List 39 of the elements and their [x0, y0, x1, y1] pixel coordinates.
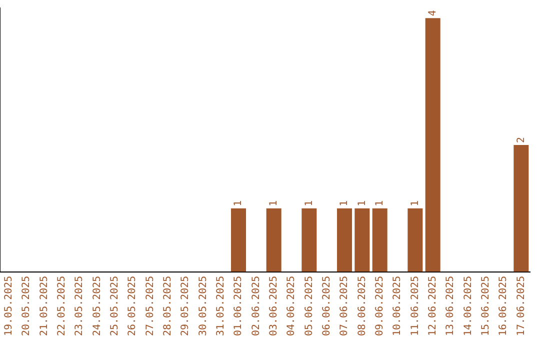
x-tick-label: 19.05.2025 [3, 276, 14, 336]
x-tick-label: 26.05.2025 [127, 276, 138, 336]
x-tick-label: 24.05.2025 [92, 276, 103, 336]
x-tick-label: 30.05.2025 [198, 276, 209, 336]
x-tick-label: 22.05.2025 [56, 276, 68, 336]
x-tick-label: 13.06.2025 [445, 276, 456, 336]
x-tick-label: 02.06.2025 [250, 276, 262, 336]
x-tick-label: 17.06.2025 [516, 276, 527, 336]
x-tick-label: 09.06.2025 [374, 276, 386, 336]
x-tick-label: 08.06.2025 [356, 276, 368, 336]
x-tick-label: 01.06.2025 [233, 276, 244, 336]
x-tick-label: 16.06.2025 [498, 276, 510, 336]
x-tick-label: 14.06.2025 [462, 276, 474, 336]
data-label: 1 [374, 200, 386, 206]
data-label: 2 [516, 136, 527, 143]
x-tick-label: 06.06.2025 [321, 276, 332, 336]
data-label: 1 [233, 200, 244, 206]
x-tick-label: 21.05.2025 [38, 276, 50, 336]
x-tick-label: 28.05.2025 [162, 276, 174, 336]
x-tick-label: 05.06.2025 [304, 276, 315, 336]
data-label: 1 [356, 200, 368, 206]
data-label: 1 [410, 200, 421, 206]
data-label: 1 [304, 200, 315, 206]
x-tick-label: 11.06.2025 [410, 276, 421, 336]
x-tick-label: 07.06.2025 [339, 276, 350, 336]
data-label: 4 [427, 10, 438, 16]
x-tick-label: 27.05.2025 [144, 276, 156, 336]
data-label: 1 [268, 200, 280, 206]
x-tick-label: 12.06.2025 [427, 276, 438, 336]
data-label: 1 [339, 200, 350, 206]
x-tick-label: 25.05.2025 [109, 276, 120, 336]
x-tick-label: 03.06.2025 [268, 276, 280, 336]
x-tick-label: 15.06.2025 [480, 276, 492, 336]
x-tick-label: 04.06.2025 [286, 276, 298, 336]
x-tick-label: 10.06.2025 [392, 276, 404, 336]
x-tick-label: 31.05.2025 [215, 276, 226, 336]
x-tick-label: 23.05.2025 [74, 276, 86, 336]
x-tick-label: 20.05.2025 [21, 276, 32, 336]
x-tick-label: 29.05.2025 [180, 276, 192, 336]
